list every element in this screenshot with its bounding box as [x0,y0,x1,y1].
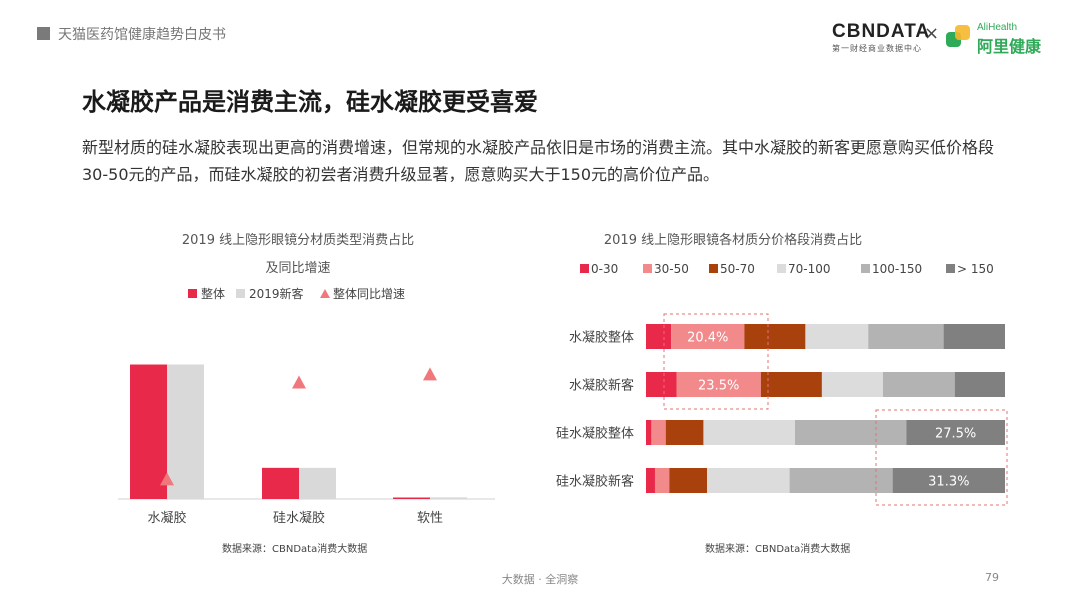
alihealth-logo-en: AliHealth [977,22,1018,33]
x-tick-label: 硅水凝胶 [273,510,325,526]
bar-overall [130,364,167,499]
chart1-source: 数据来源：CBNData消费大数据 [222,544,368,555]
growth-triangle-marker [423,367,437,381]
legend-label: 0-30 [591,262,618,276]
page-description: 新型材质的硅水凝胶表现出更高的消费增速，但常规的水凝胶产品依旧是市场的消费主流。… [82,138,995,184]
legend-label: 50-70 [720,262,755,276]
bar-new-customer [299,467,336,499]
legend-label: 2019新客 [249,286,304,301]
highlight-box-silicone [875,409,1008,506]
page-number: 79 [985,571,999,584]
stacked-segment [669,468,708,493]
legend-swatch [946,264,955,273]
chart1-subtitle: 及同比增速 [265,261,330,276]
growth-triangle-marker [292,375,306,389]
stacked-segment [665,420,704,445]
chart1-title: 2019 线上隐形眼镜分材质类型消费占比 [182,233,414,248]
stacked-segment [651,420,666,445]
legend-label: 70-100 [788,262,831,276]
legend-label: 整体同比增速 [333,286,405,301]
stacked-segment [676,372,761,397]
legend-swatch [188,289,197,298]
bar-overall [262,467,299,499]
legend-label: 30-50 [654,262,689,276]
highlight-box-hydrogel [663,313,769,410]
legend-swatch [643,264,652,273]
bar-new-customer [167,364,204,499]
stacked-segment [654,468,670,493]
legend-swatch [777,264,786,273]
legend-swatch [709,264,718,273]
stacked-segment [646,468,655,493]
report-title: 天猫医药馆健康趋势白皮书 [58,27,226,43]
legend-label: > 150 [957,262,994,276]
chart2-source: 数据来源：CBNData消费大数据 [705,544,851,555]
stacked-segment [671,324,745,349]
stacked-segment [868,324,944,349]
stacked-segment [882,372,955,397]
segment-data-label: 31.3% [928,475,969,490]
x-tick-label: 水凝胶 [147,510,186,526]
growth-triangle-marker [160,472,174,486]
cbndata-logo: CBNDATA [832,21,931,42]
segment-data-label: 23.5% [698,379,739,394]
legend-swatch [861,264,870,273]
logo-separator: × [924,23,940,44]
stacked-segment [707,468,790,493]
bar-new-customer [430,497,467,499]
stacked-segment [703,420,795,445]
stacked-segment [646,420,652,445]
stacked-segment [744,324,806,349]
alihealth-logo-cn: 阿里健康 [977,37,1042,56]
price-segment-stacked-bar-chart: 2019 线上隐形眼镜各材质分价格段消费占比 0-30 30-50 50-70 70-1… [556,232,1008,506]
stacked-segment [906,420,1005,445]
header-square-icon [37,27,50,40]
page-title: 水凝胶产品是消费主流，硅水凝胶更受喜爱 [82,88,538,116]
y-category-label: 水凝胶整体 [569,330,634,346]
stacked-segment [892,468,1005,493]
stacked-segment [954,372,1005,397]
legend-label: 整体 [201,286,225,301]
x-tick-label: 软性 [417,511,443,526]
y-category-label: 水凝胶新客 [569,378,634,394]
stacked-segment [794,420,907,445]
stacked-segment [646,372,677,397]
bar-overall [393,497,430,499]
alihealth-logo-icon [946,25,970,47]
stacked-segment [789,468,893,493]
segment-data-label: 27.5% [935,427,976,442]
y-category-label: 硅水凝胶整体 [556,426,634,442]
stacked-segment [760,372,822,397]
legend-triangle-icon [320,289,330,298]
legend-label: 100-150 [872,262,922,276]
stacked-segment [805,324,869,349]
cbndata-logo-subtitle: 第一财经商业数据中心 [832,44,922,53]
stacked-segment [943,324,1005,349]
footer-tagline: 大数据 · 全洞察 [501,573,579,586]
segment-data-label: 20.4% [687,331,728,346]
legend-swatch [236,289,245,298]
y-category-label: 硅水凝胶新客 [556,474,634,490]
stacked-segment [646,324,672,349]
chart2-title: 2019 线上隐形眼镜各材质分价格段消费占比 [604,232,862,248]
stacked-segment [821,372,883,397]
legend-swatch [580,264,589,273]
